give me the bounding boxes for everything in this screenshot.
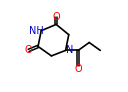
Text: N: N [66,45,73,55]
Text: O: O [25,45,32,55]
Text: NH: NH [29,26,44,36]
Text: O: O [74,64,82,74]
Text: O: O [52,12,60,22]
